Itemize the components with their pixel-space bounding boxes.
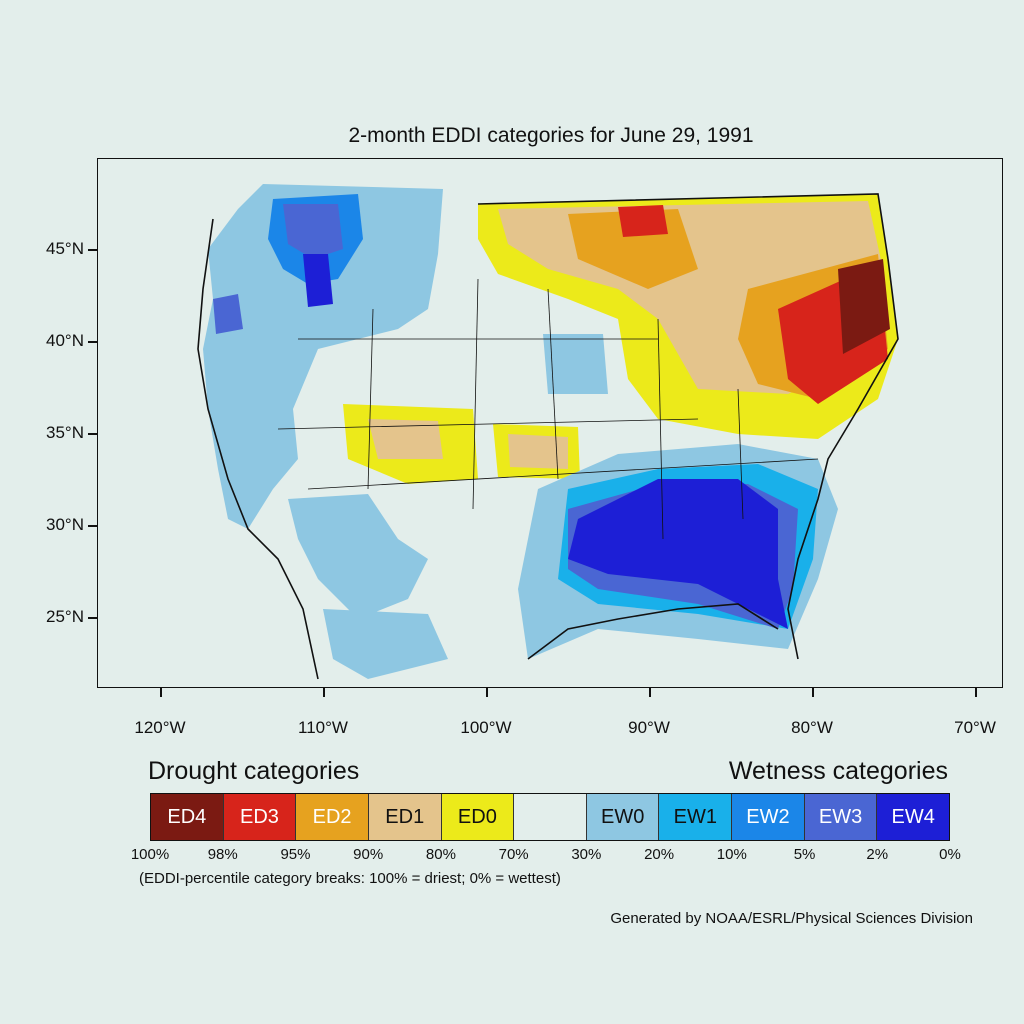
category-legend: ED4 ED3 ED2 ED1 ED0 EW0 EW1 EW2 EW3 EW4 <box>150 793 950 841</box>
region-ew3-northwest <box>283 204 343 259</box>
break-label: 95% <box>280 846 311 863</box>
break-label: 5% <box>793 846 816 863</box>
lon-tick <box>486 688 488 697</box>
lat-label: 45°N <box>46 239 84 258</box>
lon-label: 90°W <box>628 718 670 737</box>
break-label: 10% <box>716 846 747 863</box>
lon-tick <box>649 688 651 697</box>
lat-tick <box>88 341 97 343</box>
legend-box-ew2: EW2 <box>732 794 805 840</box>
break-label: 70% <box>498 846 529 863</box>
region-ew3-oregon <box>213 294 243 334</box>
legend-box-ed3: ED3 <box>223 794 297 840</box>
break-label: 90% <box>353 846 384 863</box>
lat-label: 30°N <box>46 515 84 534</box>
lon-tick <box>812 688 814 697</box>
break-label: 98% <box>207 846 238 863</box>
lon-label: 70°W <box>954 718 996 737</box>
map-title: 2-month EDDI categories for June 29, 199… <box>348 124 754 147</box>
region-ed3-ontario <box>618 205 668 237</box>
legend-box-ed2: ED2 <box>296 794 369 840</box>
legend-box-ed0: ED0 <box>441 794 515 840</box>
break-label: 20% <box>644 846 675 863</box>
category-breaks-note: (EDDI-percentile category breaks: 100% =… <box>139 870 561 887</box>
eddi-shading <box>203 184 898 679</box>
region-ed1-kansas <box>508 434 568 469</box>
lon-tick <box>160 688 162 697</box>
state-borders <box>277 278 819 540</box>
eddi-map <box>197 184 899 680</box>
legend-box-ew4: EW4 <box>877 794 950 840</box>
drought-categories-heading: Drought categories <box>148 757 360 785</box>
break-label: 2% <box>866 846 889 863</box>
region-ew0-iowa <box>543 334 608 394</box>
lon-label: 80°W <box>791 718 833 737</box>
map-frame <box>97 158 1003 688</box>
lat-label: 35°N <box>46 423 84 442</box>
break-label: 30% <box>571 846 602 863</box>
region-ed4-new-england <box>838 259 890 354</box>
lon-label: 110°W <box>298 718 348 737</box>
lat-tick <box>88 617 97 619</box>
legend-box-neutral <box>514 794 587 840</box>
lon-tick <box>975 688 977 697</box>
wetness-categories-heading: Wetness categories <box>728 757 948 785</box>
region-ew0-southwest <box>288 494 428 619</box>
lon-label: 100°W <box>460 718 512 737</box>
legend-box-ew1: EW1 <box>659 794 733 840</box>
lat-tick <box>88 249 97 251</box>
region-ew0-west <box>203 184 443 529</box>
legend-box-ed4: ED4 <box>151 794 224 840</box>
region-ew4-southeast <box>568 479 788 629</box>
lat-tick <box>88 525 97 527</box>
region-ew0-nm <box>323 609 448 679</box>
coastlines <box>197 193 899 680</box>
break-label: 0% <box>939 846 961 863</box>
break-label: 100% <box>130 846 170 863</box>
legend-box-ew0: EW0 <box>586 794 660 840</box>
lon-tick <box>323 688 325 697</box>
lat-tick <box>88 433 97 435</box>
legend-box-ed1: ED1 <box>368 794 442 840</box>
region-ew4-idaho <box>303 254 333 307</box>
credit-line: Generated by NOAA/ESRL/Physical Sciences… <box>610 910 973 927</box>
legend-box-ew3: EW3 <box>804 794 878 840</box>
break-label: 80% <box>425 846 456 863</box>
region-ed1-colorado <box>368 419 443 459</box>
lat-label: 40°N <box>46 331 84 350</box>
lat-label: 25°N <box>46 607 84 626</box>
lon-label: 120°W <box>134 718 186 737</box>
